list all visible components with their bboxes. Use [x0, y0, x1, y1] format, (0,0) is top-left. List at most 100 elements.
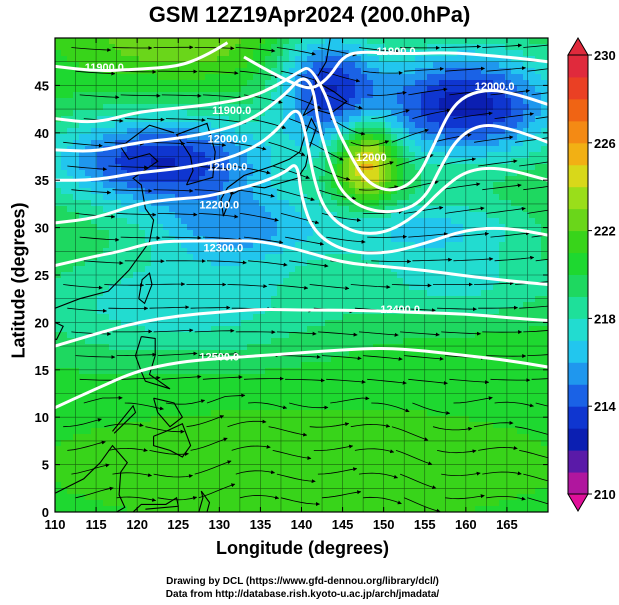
height-contours: [55, 41, 548, 410]
x-tick-label: 115: [86, 517, 107, 532]
x-tick-label: 125: [167, 517, 189, 532]
streamline: [71, 463, 110, 475]
streamline: [280, 213, 320, 225]
streamline: [478, 305, 518, 310]
streamline: [104, 423, 144, 428]
x-tick-label: 150: [373, 517, 395, 532]
streamline: [391, 426, 429, 441]
streamline: [412, 257, 453, 262]
streamline: [289, 118, 324, 136]
streamline: [63, 284, 103, 290]
streamline: [235, 470, 275, 475]
streamline: [104, 283, 145, 288]
streamline: [313, 444, 354, 451]
height-contour: [55, 239, 548, 286]
streamline: [408, 378, 448, 385]
streamline: [350, 423, 391, 428]
streamline: [535, 402, 548, 407]
streamline: [231, 444, 271, 451]
streamline: [243, 236, 284, 245]
streamline: [321, 490, 362, 499]
streamline: [445, 66, 485, 72]
streamline: [523, 44, 548, 48]
contour-label: 11900.0: [376, 46, 415, 58]
lat-lon-grid: [55, 38, 548, 512]
streamline: [453, 396, 493, 404]
streamline: [486, 66, 526, 72]
x-tick-label: 130: [208, 517, 230, 532]
streamline: [404, 66, 444, 72]
height-contour: [55, 66, 548, 192]
streamline: [112, 46, 153, 50]
streamline: [239, 495, 280, 500]
streamline: [285, 236, 324, 246]
streamline: [519, 305, 548, 309]
streamline: [535, 116, 548, 119]
streamline: [67, 165, 107, 172]
streamline: [194, 46, 235, 51]
streamline: [165, 399, 206, 405]
plot-area: 11900.0 11900.0 12000.0 11900.0 12000.0 12100…: [55, 38, 548, 512]
streamline: [367, 90, 407, 96]
streamline: [124, 117, 165, 122]
streamline: [235, 189, 275, 198]
streamline: [79, 94, 120, 100]
streamline: [190, 437, 228, 451]
streamline: [67, 307, 107, 313]
y-tick-label: 35: [35, 173, 49, 188]
streamline: [350, 284, 391, 289]
streamline: [445, 494, 485, 500]
streamline: [523, 473, 548, 482]
height-contour: [55, 77, 548, 214]
y-tick-label: 0: [42, 505, 49, 520]
streamline: [153, 328, 194, 333]
streamline: [535, 258, 548, 262]
colorbar-segments: [568, 55, 588, 495]
streamline: [358, 185, 399, 191]
streamline: [412, 108, 451, 119]
colorbar-label: 222: [594, 224, 616, 239]
streamline: [404, 205, 444, 214]
streamline: [326, 378, 366, 384]
streamline: [494, 255, 535, 262]
streamline: [363, 70, 403, 75]
streamline: [276, 189, 315, 202]
y-tick-label: 30: [35, 221, 49, 236]
colorbar-segment: [568, 362, 588, 385]
streamline: [198, 351, 239, 356]
colorbar-segment: [568, 274, 588, 297]
streamline: [186, 141, 227, 147]
height-contour: [55, 109, 548, 235]
streamline: [280, 70, 319, 83]
streamline: [519, 450, 548, 459]
colorbar-segment: [568, 186, 588, 210]
streamline: [367, 234, 407, 239]
streamline: [145, 141, 186, 146]
streamline: [453, 111, 493, 119]
streamline: [243, 376, 284, 381]
colorbar-label: 230: [594, 48, 616, 63]
streamline: [441, 44, 481, 49]
y-tick-label: 15: [35, 363, 49, 378]
streamline: [276, 47, 316, 56]
streamline: [490, 378, 531, 383]
streamline: [408, 232, 448, 238]
streamline: [268, 426, 308, 437]
streamline: [515, 426, 548, 435]
streamline: [371, 259, 412, 264]
coastline: [55, 444, 128, 512]
x-tick-label: 155: [414, 517, 436, 532]
streamline: [437, 307, 477, 312]
streamline: [202, 94, 243, 100]
colorbar-segment: [568, 55, 588, 78]
streamline: [112, 329, 153, 334]
streamline: [358, 472, 398, 479]
contour-label: 11900.0: [212, 105, 251, 117]
streamline: [239, 70, 280, 79]
streamline: [494, 112, 534, 119]
streamline: [474, 281, 514, 286]
streamline: [198, 483, 236, 499]
streamline: [453, 257, 494, 262]
x-tick-label: 165: [496, 517, 518, 532]
streamline: [313, 165, 351, 181]
